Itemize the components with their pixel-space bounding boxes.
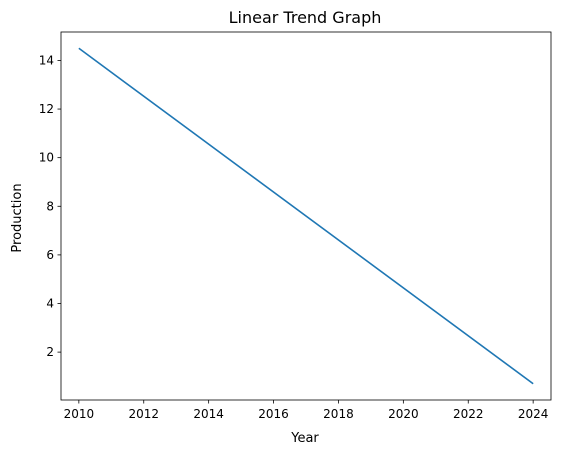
x-tick-label: 2010 [64, 407, 95, 421]
x-tick-label: 2016 [258, 407, 289, 421]
plot-area-frame [60, 31, 552, 401]
x-axis-ticks: 2010 2012 2014 2016 2018 2020 2022 2024 [64, 400, 549, 421]
y-tick-label: 6 [46, 248, 54, 262]
y-tick-label: 12 [39, 102, 54, 116]
series-line [78, 47, 534, 385]
x-tick-label: 2020 [388, 407, 419, 421]
y-tick-label: 10 [39, 151, 54, 165]
y-tick-label: 4 [46, 297, 54, 311]
x-tick-label: 2018 [323, 407, 354, 421]
x-tick-label: 2022 [453, 407, 484, 421]
x-tick-label: 2014 [193, 407, 224, 421]
y-tick-label: 2 [46, 345, 54, 359]
y-axis-label: Production [10, 183, 25, 252]
y-tick-label: 8 [46, 199, 54, 213]
y-axis-ticks: 2 4 6 8 10 12 14 [39, 53, 61, 359]
x-tick-label: 2024 [518, 407, 549, 421]
chart-title: Linear Trend Graph [229, 8, 382, 27]
x-axis-label: Year [290, 431, 319, 446]
y-tick-label: 14 [39, 53, 54, 67]
x-tick-label: 2012 [128, 407, 159, 421]
series-layer [78, 47, 534, 385]
